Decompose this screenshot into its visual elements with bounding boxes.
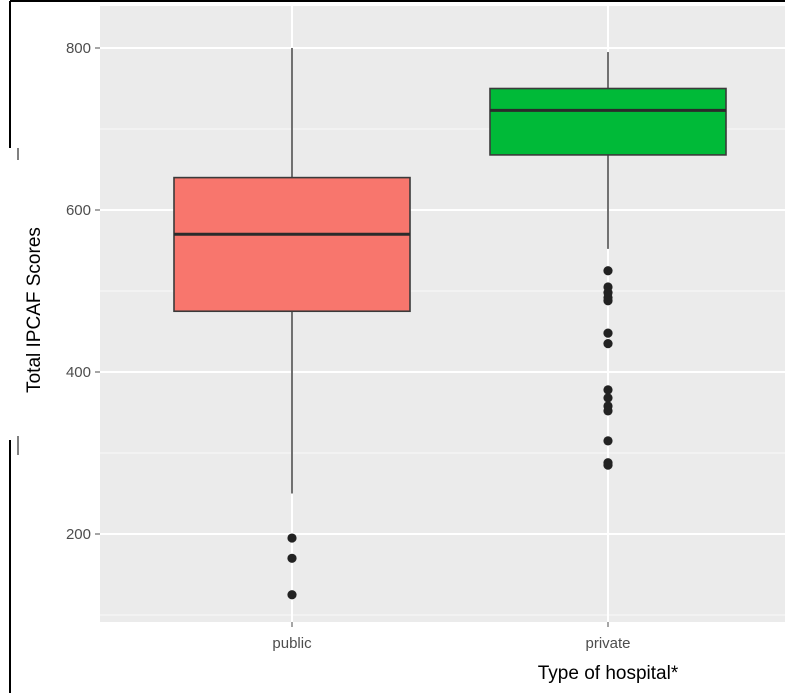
- outlier-point: [603, 296, 613, 306]
- x-tick-label: private: [585, 635, 630, 652]
- outlier-point: [287, 533, 297, 543]
- box-private: [489, 52, 727, 470]
- iqr-box: [173, 176, 411, 313]
- box-public: [173, 48, 411, 600]
- y-tick-label: 600: [66, 202, 91, 219]
- outlier-point: [603, 339, 613, 349]
- y-tick-label: 800: [66, 40, 91, 57]
- axes: 200 400 600 800 public private: [66, 40, 631, 652]
- x-axis-title: Type of hospital*: [538, 663, 679, 684]
- iqr-box: [489, 87, 727, 156]
- outlier-point: [603, 266, 613, 276]
- boxes: [173, 48, 727, 600]
- outlier-point: [603, 385, 613, 395]
- outlier-point: [603, 328, 613, 338]
- outlier-point: [603, 406, 613, 416]
- outlier-point: [603, 393, 613, 403]
- y-tick-label: 400: [66, 364, 91, 381]
- y-axis-title: Total IPCAF Scores: [24, 227, 45, 393]
- outlier-point: [603, 460, 613, 470]
- y-tick-label: 200: [66, 526, 91, 543]
- outlier-point: [603, 436, 613, 446]
- outlier-point: [287, 553, 297, 563]
- x-tick-label: public: [272, 635, 312, 652]
- outlier-point: [287, 590, 297, 600]
